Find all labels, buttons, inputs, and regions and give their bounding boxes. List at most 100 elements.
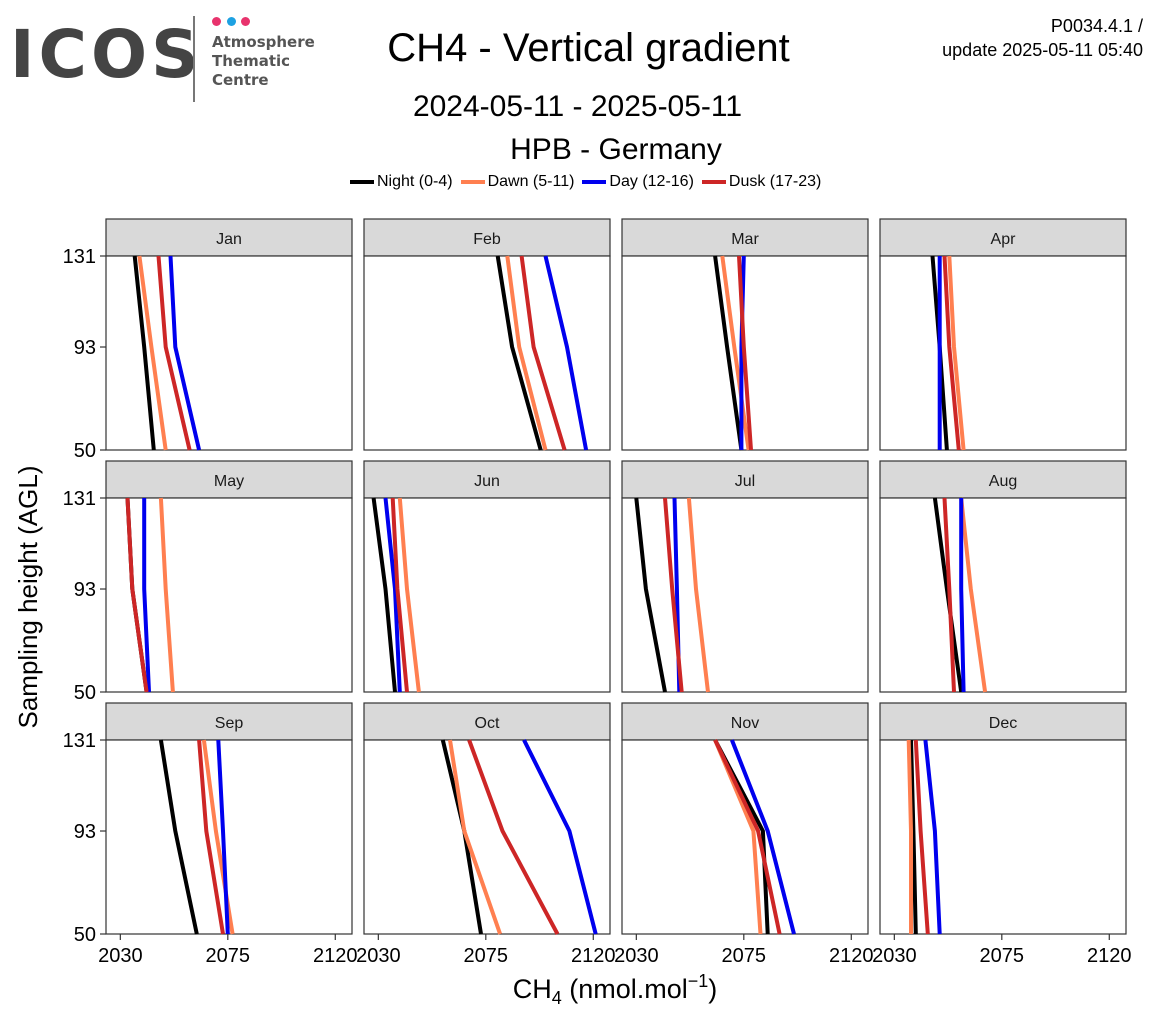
x-tick-label: 2075 (206, 945, 251, 967)
series-line-dawn (158, 497, 175, 693)
series-line-dawn (505, 255, 548, 451)
panel-frame (363, 739, 611, 935)
logo-subtitle-line: Atmosphere (212, 33, 315, 51)
series-line-dusk (942, 255, 961, 451)
y-tick-label: 131 (63, 488, 96, 510)
legend-item-night: Night (0-4) (350, 173, 453, 191)
x-tick-label: 2120 (1087, 945, 1132, 967)
facet-label-jun: Jun (474, 473, 500, 490)
logo-subtitle: Atmosphere Thematic Centre (212, 33, 315, 90)
x-tick-label: 2075 (464, 945, 509, 967)
series-line-dawn (686, 497, 710, 693)
series-line-dusk (913, 739, 930, 935)
facet-label-apr: Apr (991, 231, 1017, 248)
legend-swatch (350, 180, 374, 184)
y-tick-label: 131 (63, 246, 96, 268)
series-line-night (495, 255, 543, 451)
series-line-dusk (467, 739, 560, 935)
panel-frame (621, 497, 869, 693)
chart-subtitle: 2024-05-11 - 2025-05-11 (412, 90, 743, 123)
series-line-day (739, 255, 746, 450)
x-tick-label: 2030 (872, 945, 917, 967)
series-line-day (216, 739, 230, 935)
y-tick-label: 50 (74, 440, 96, 462)
facet-label-jan: Jan (216, 231, 242, 248)
series-line-dusk (663, 497, 684, 693)
logo-subtitle-line: Centre (212, 71, 269, 89)
y-axis-title: Sampling height (AGL) (13, 465, 43, 728)
x-axis-title: CH4 (nmol.mol−1) (513, 971, 718, 1008)
version-info: P0034.4.1 / update 2025-05-11 05:40 (942, 14, 1143, 62)
x-tick-label: 2120 (571, 945, 616, 967)
x-tick-label: 2120 (829, 945, 874, 967)
legend-label: Dawn (5-11) (487, 173, 575, 190)
y-tick-label: 131 (63, 730, 96, 752)
facet-strip (879, 218, 1127, 257)
series-line-dusk (197, 739, 225, 935)
series-line-dawn (397, 497, 421, 693)
legend: Night (0-4) Dawn (5-11) Day (12-16) Dusk… (350, 172, 829, 192)
legend-swatch (701, 180, 726, 184)
x-tick-label: 2030 (98, 945, 143, 967)
facet-strip (363, 218, 611, 257)
logo-dot-icon (212, 17, 221, 26)
series-line-night (713, 255, 744, 451)
x-axis-title-main: CH (513, 974, 552, 1004)
series-line-night (909, 739, 918, 935)
legend-label: Dusk (17-23) (728, 173, 822, 190)
series-line-dusk (390, 497, 409, 693)
legend-label: Day (12-16) (609, 173, 694, 190)
series-line-day (383, 497, 402, 693)
legend-item-day: Day (12-16) (582, 173, 694, 191)
legend-item-dawn: Dawn (5-11) (460, 173, 575, 191)
facet-label-aug: Aug (989, 473, 1017, 490)
x-axis-title-unit: (nmol.mol (562, 974, 688, 1004)
series-line-night (132, 255, 156, 451)
facet-label-dec: Dec (989, 715, 1017, 732)
chart-title: CH4 - Vertical gradient (387, 26, 790, 70)
facet-label-oct: Oct (475, 715, 500, 732)
series-line-dusk (942, 497, 956, 693)
series-line-dusk (713, 739, 782, 935)
series-line-dusk (737, 255, 753, 451)
y-tick-label: 93 (74, 821, 96, 843)
update-timestamp: update 2025-05-11 05:40 (942, 40, 1143, 60)
series-line-night (634, 497, 667, 693)
x-axis-title-close: ) (708, 974, 717, 1004)
x-tick-label: 2030 (356, 945, 401, 967)
x-axis-title-subscript: 4 (552, 988, 562, 1008)
facet-label-may: May (214, 473, 244, 490)
logo-divider (193, 16, 195, 102)
series-line-day (923, 739, 942, 935)
logo-subtitle-line: Thematic (212, 52, 291, 70)
legend-label: Night (0-4) (377, 173, 453, 190)
icos-logo: ICOS (10, 16, 203, 93)
series-line-dawn (906, 739, 913, 934)
series-line-dawn (448, 739, 502, 935)
facet-strip (621, 218, 869, 257)
legend-swatch (460, 180, 485, 184)
series-line-dawn (720, 255, 751, 451)
version-code: P0034.4.1 / (1050, 16, 1143, 36)
legend-item-dusk: Dusk (17-23) (701, 173, 822, 191)
series-line-night (371, 497, 397, 693)
series-line-dusk (156, 255, 192, 451)
x-axis-title-superscript: −1 (688, 971, 709, 991)
series-line-day (142, 498, 151, 693)
facet-strip (621, 460, 869, 499)
facet-strip (105, 702, 353, 741)
station-label: HPB - Germany (510, 133, 722, 166)
facet-strip (879, 702, 1127, 741)
facet-strip (105, 218, 353, 257)
series-line-dusk (519, 255, 567, 451)
series-line-night (932, 497, 964, 693)
series-line-dusk (125, 497, 149, 693)
series-line-night (158, 739, 199, 935)
y-tick-label: 93 (74, 579, 96, 601)
series-line-day (959, 498, 966, 693)
facet-label-nov: Nov (731, 715, 759, 732)
series-line-day (730, 739, 796, 935)
series-line-day (522, 739, 598, 935)
logo-dot-icon (241, 17, 250, 26)
